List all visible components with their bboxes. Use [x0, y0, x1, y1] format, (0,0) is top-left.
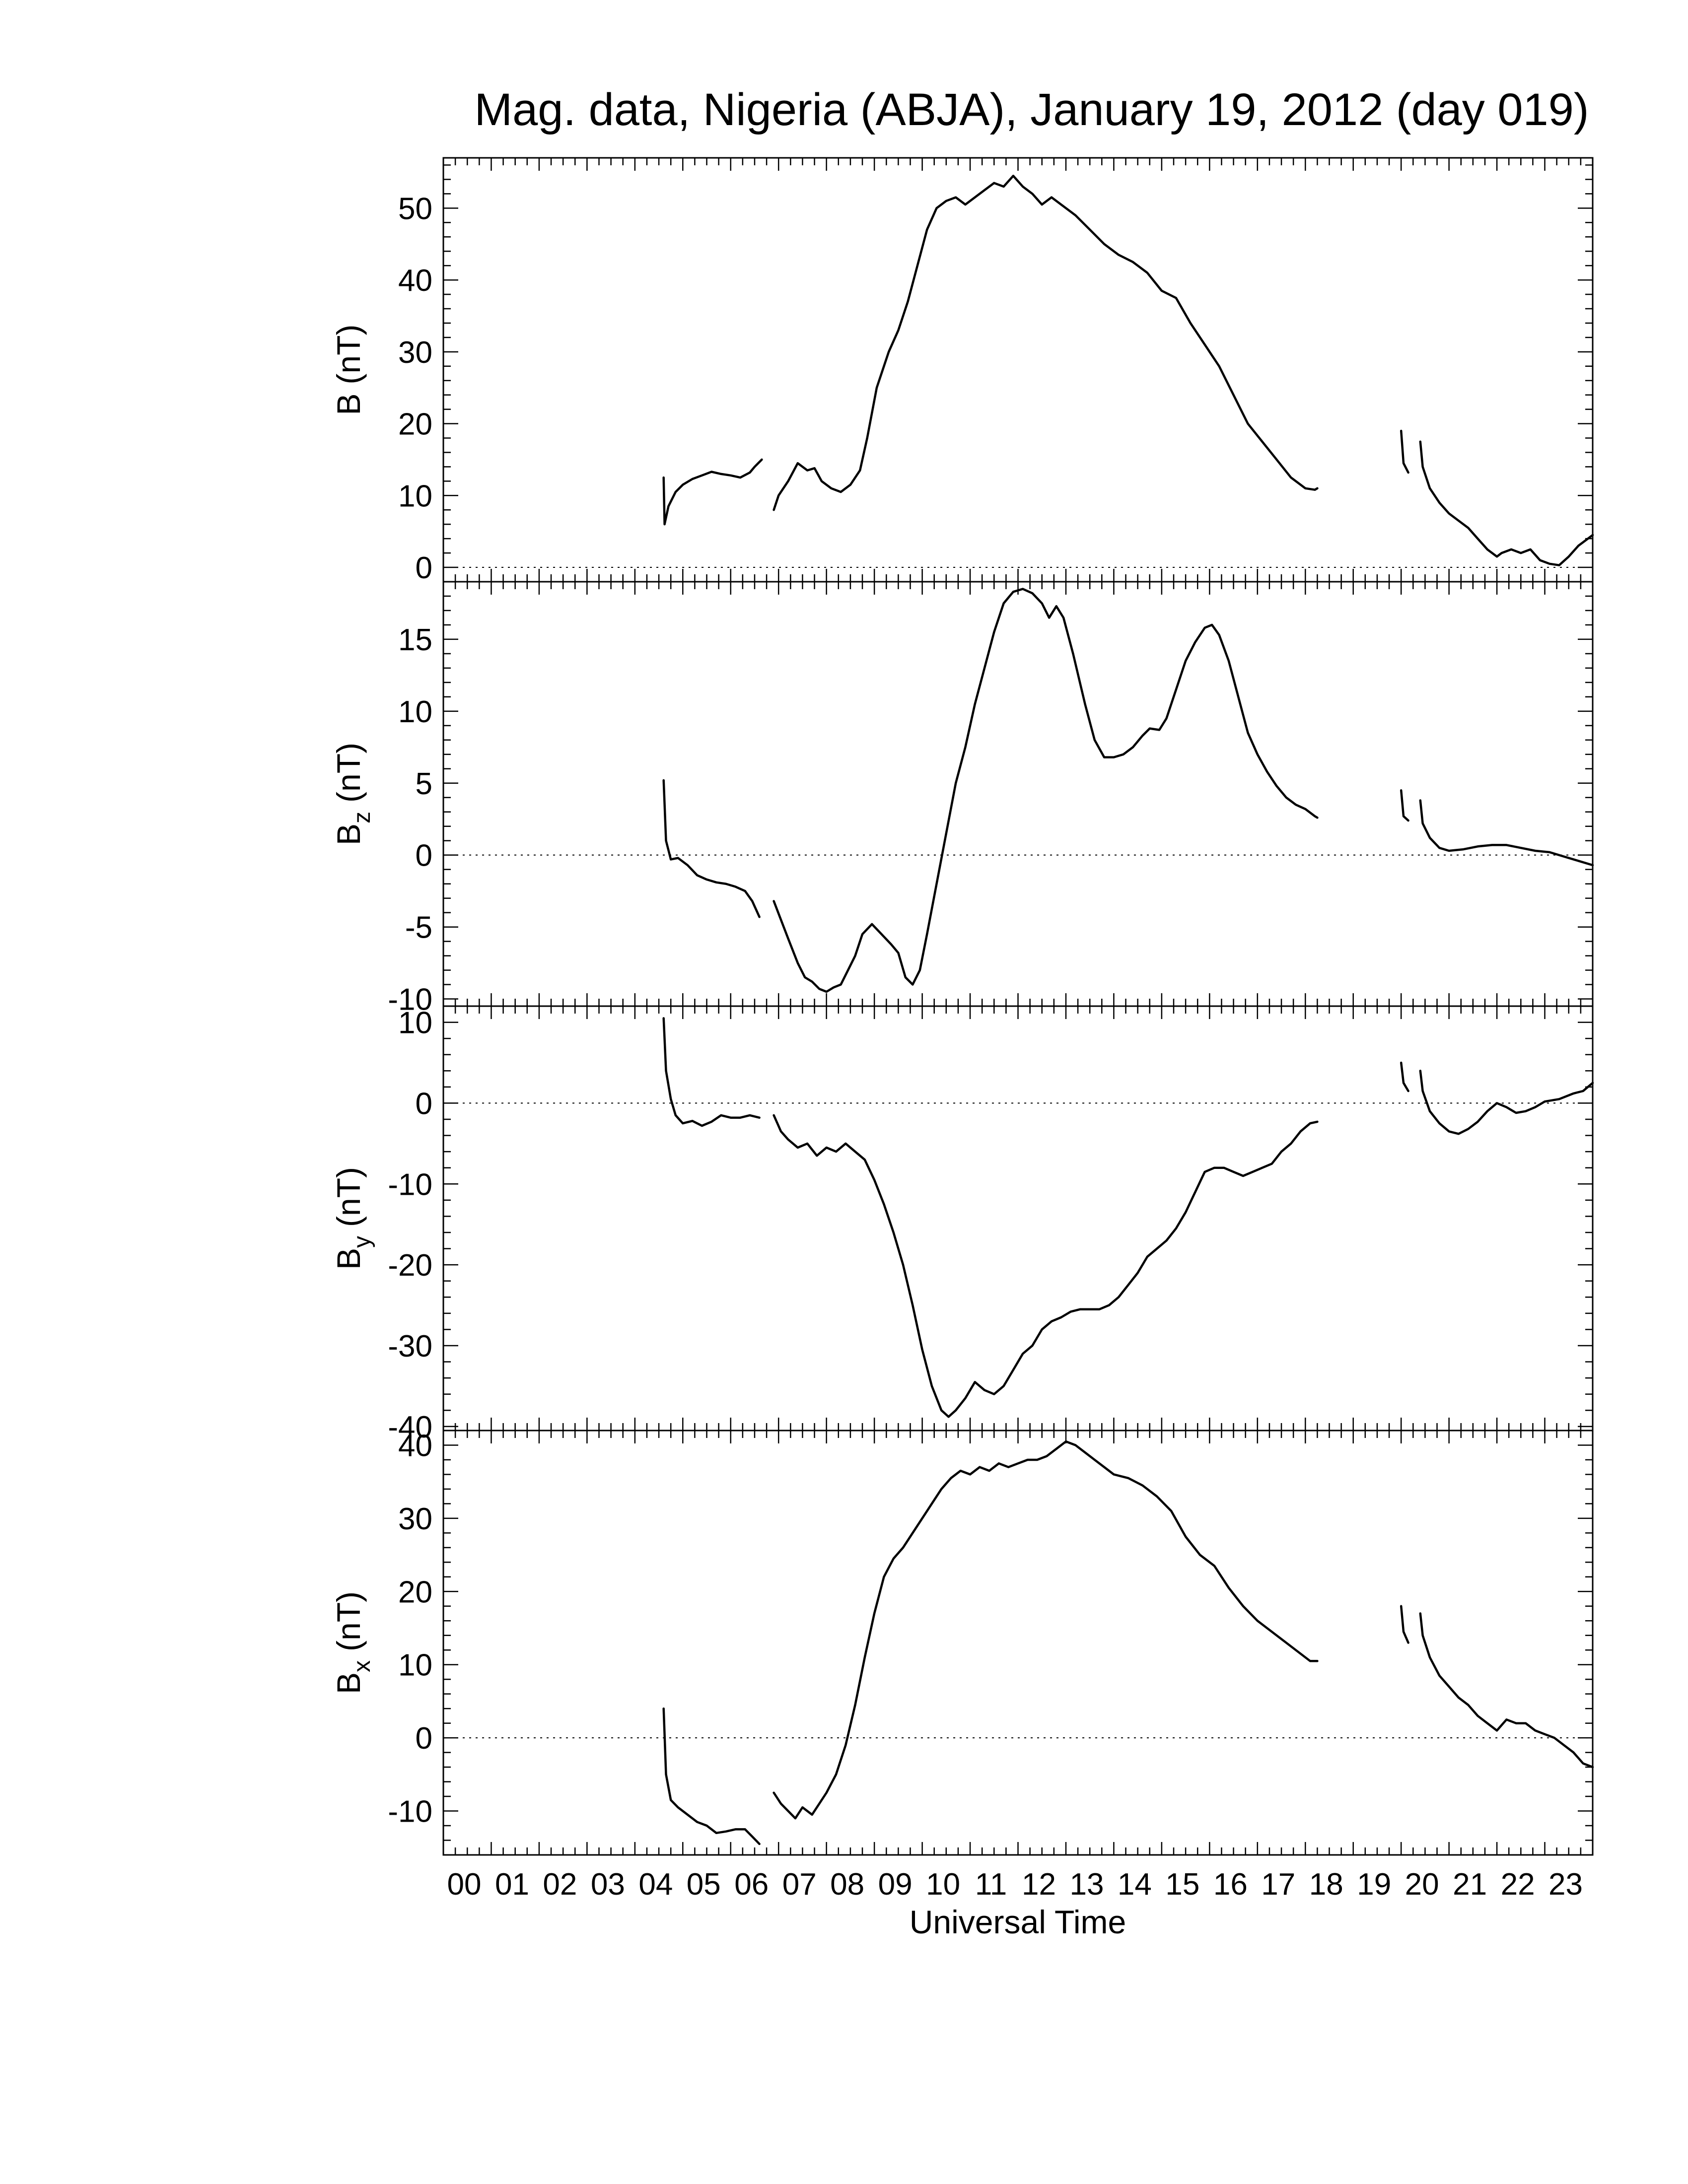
y-tick-label: 10: [398, 1006, 432, 1040]
series-line-bz-segment-4: [1419, 799, 1594, 867]
y-axis-label: By (nT): [330, 1167, 375, 1270]
y-tick-label: 40: [398, 1429, 432, 1463]
x-tick-label: 12: [1022, 1867, 1056, 1902]
chart-title: Mag. data, Nigeria (ABJA), January 19, 2…: [475, 84, 1589, 135]
x-tick-label: 14: [1118, 1867, 1152, 1902]
x-tick-label: 01: [495, 1867, 529, 1902]
y-axis-label-subscript: y: [349, 1236, 375, 1248]
series-line-by-segment-2: [773, 1114, 1319, 1418]
series-line-by-segment-4: [1419, 1070, 1594, 1135]
y-tick-label: 10: [398, 1648, 432, 1683]
y-tick-label: -30: [388, 1329, 432, 1364]
panel-by: -40 -30 -20 -10 0 10 By (nT): [330, 1005, 1594, 1444]
series-line-by-segment-1: [662, 1017, 761, 1127]
y-tick-label: 0: [416, 1721, 432, 1756]
x-tick-label: 06: [734, 1867, 769, 1902]
series-line-bx-segment-1: [662, 1707, 761, 1845]
y-axis-label-unit: (nT): [330, 324, 367, 384]
x-tick-label: 08: [830, 1867, 864, 1902]
x-tick-label: 02: [543, 1867, 577, 1902]
x-tick-label: 11: [975, 1867, 1007, 1902]
x-tick-label: 00: [447, 1867, 482, 1902]
panel-bz: -10 -5 0 5 10 15 Bz (nT): [330, 581, 1594, 1017]
x-axis-label: Universal Time: [910, 1904, 1126, 1940]
y-axis-label-symbol: B: [330, 1248, 367, 1270]
y-tick-label: 5: [416, 767, 432, 801]
x-tick-label: 13: [1069, 1867, 1104, 1902]
series-line-b-segment-1: [662, 458, 763, 526]
y-axis-label: Bz (nT): [330, 743, 375, 845]
y-axis-label-subscript: x: [349, 1660, 375, 1672]
x-tick-label: 16: [1213, 1867, 1248, 1902]
series-line-bx-segment-3: [1400, 1605, 1409, 1644]
y-tick-label: -40: [388, 1410, 432, 1444]
y-axis-label: Bx (nT): [330, 1591, 375, 1694]
panel-b: 0 10 20 30 40 50 B (nT): [330, 157, 1594, 585]
y-tick-label: 10: [398, 479, 432, 513]
series-line-b-segment-4: [1419, 440, 1594, 566]
y-tick-label: 30: [398, 336, 432, 370]
x-tick-label: 20: [1405, 1867, 1439, 1902]
series-line-bx-segment-2: [773, 1440, 1319, 1820]
x-tick-label: 05: [687, 1867, 721, 1902]
series-line-by-segment-3: [1400, 1061, 1409, 1092]
x-tick-label: 19: [1357, 1867, 1391, 1902]
panel-bx: -10 0 10 20 30 40 Bx (nT): [330, 1429, 1594, 1856]
series-line-bx-segment-4: [1419, 1612, 1594, 1769]
y-axis-label-symbol: B: [330, 1672, 367, 1694]
y-tick-label: 20: [398, 408, 432, 442]
y-tick-label: -10: [388, 1167, 432, 1202]
y-axis-label-unit: (nT): [330, 743, 367, 803]
x-tick-label: 22: [1501, 1867, 1535, 1902]
y-tick-label: -10: [388, 983, 432, 1017]
x-tick-label: 03: [591, 1867, 625, 1902]
series-line-bz-segment-2: [773, 588, 1319, 993]
y-tick-label: 10: [398, 695, 432, 729]
y-axis-label-unit: (nT): [330, 1591, 367, 1651]
y-tick-label: -10: [388, 1795, 432, 1829]
y-axis-label-unit: (nT): [330, 1167, 367, 1227]
x-tick-label: 09: [878, 1867, 913, 1902]
y-tick-label: 0: [416, 1087, 432, 1121]
y-tick-label: 0: [416, 551, 432, 585]
x-tick-label: 17: [1261, 1867, 1295, 1902]
y-axis-label-symbol: B: [330, 393, 367, 415]
y-tick-label: -5: [405, 911, 432, 945]
x-tick-label: 18: [1309, 1867, 1343, 1902]
y-tick-label: -20: [388, 1248, 432, 1283]
y-axis-label: B (nT): [330, 324, 367, 415]
series-line-b-segment-3: [1400, 429, 1409, 474]
x-tick-label: 10: [926, 1867, 960, 1902]
x-tick-label: 07: [782, 1867, 817, 1902]
y-tick-label: 20: [398, 1575, 432, 1609]
y-tick-label: 15: [398, 623, 432, 657]
x-tick-label: 15: [1165, 1867, 1199, 1902]
y-axis-label-symbol: B: [330, 823, 367, 845]
x-tick-label: 21: [1453, 1867, 1487, 1902]
panel-frame: [442, 1430, 1594, 1856]
panel-frame: [442, 157, 1594, 583]
x-tick-label: 04: [638, 1867, 673, 1902]
panels-group: 01020304050B(nT)-10-5051015Bz(nT)-40-30-…: [330, 157, 1594, 1902]
series-line-b-segment-2: [773, 174, 1319, 511]
y-tick-label: 0: [416, 839, 432, 873]
x-tick-label: 23: [1548, 1867, 1583, 1902]
panel-frame: [442, 581, 1594, 1007]
y-tick-label: 30: [398, 1502, 432, 1536]
series-line-bz-segment-1: [662, 779, 761, 918]
series-line-bz-segment-3: [1400, 789, 1409, 822]
y-tick-label: 40: [398, 264, 432, 298]
y-tick-label: 50: [398, 192, 432, 226]
y-axis-label-subscript: z: [349, 812, 375, 823]
